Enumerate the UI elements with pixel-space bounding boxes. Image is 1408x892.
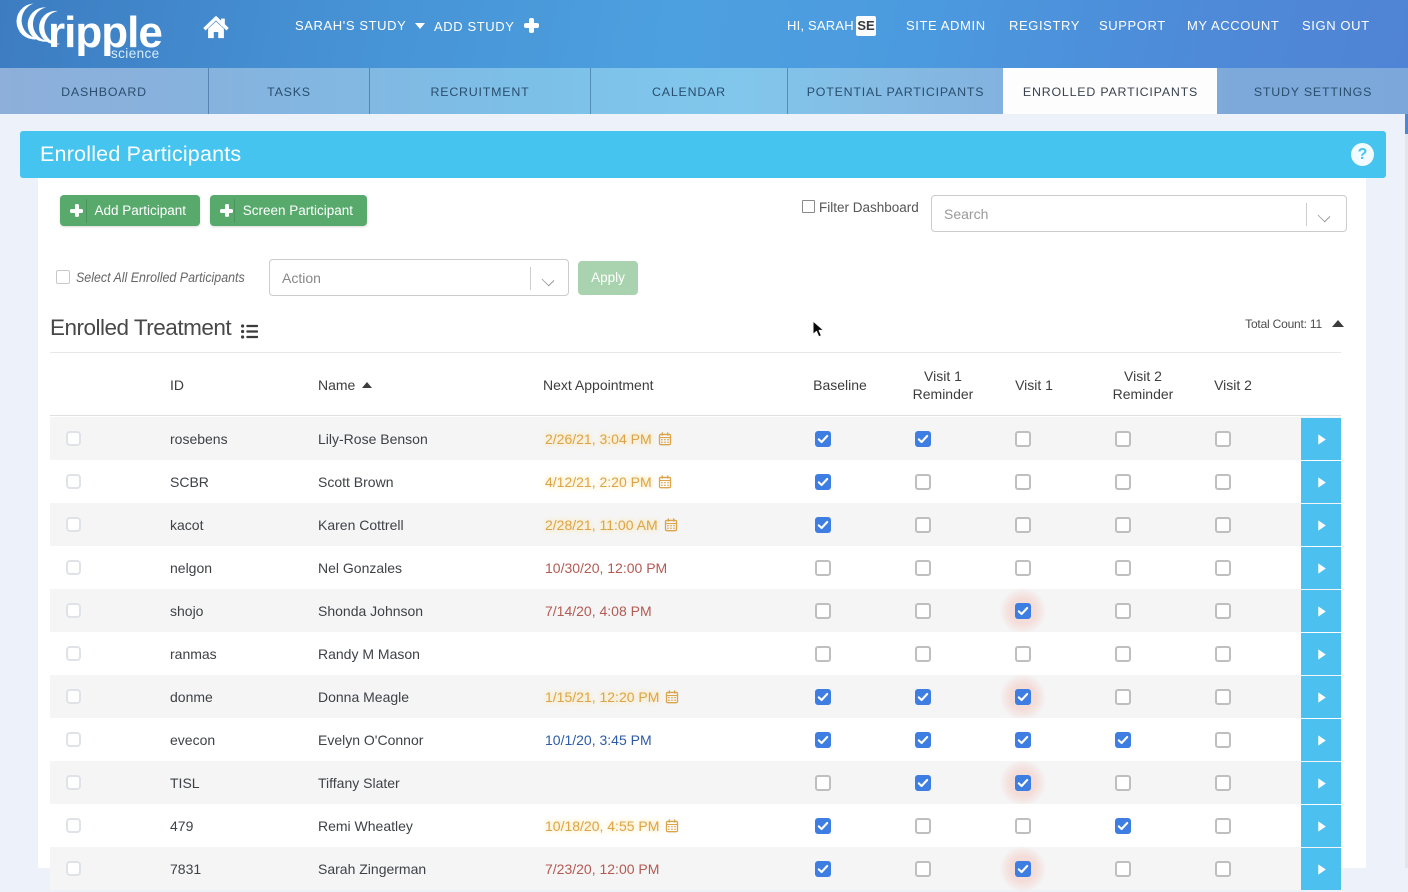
svg-text:ripple: ripple [48,8,162,57]
svg-text:science: science [111,46,160,61]
